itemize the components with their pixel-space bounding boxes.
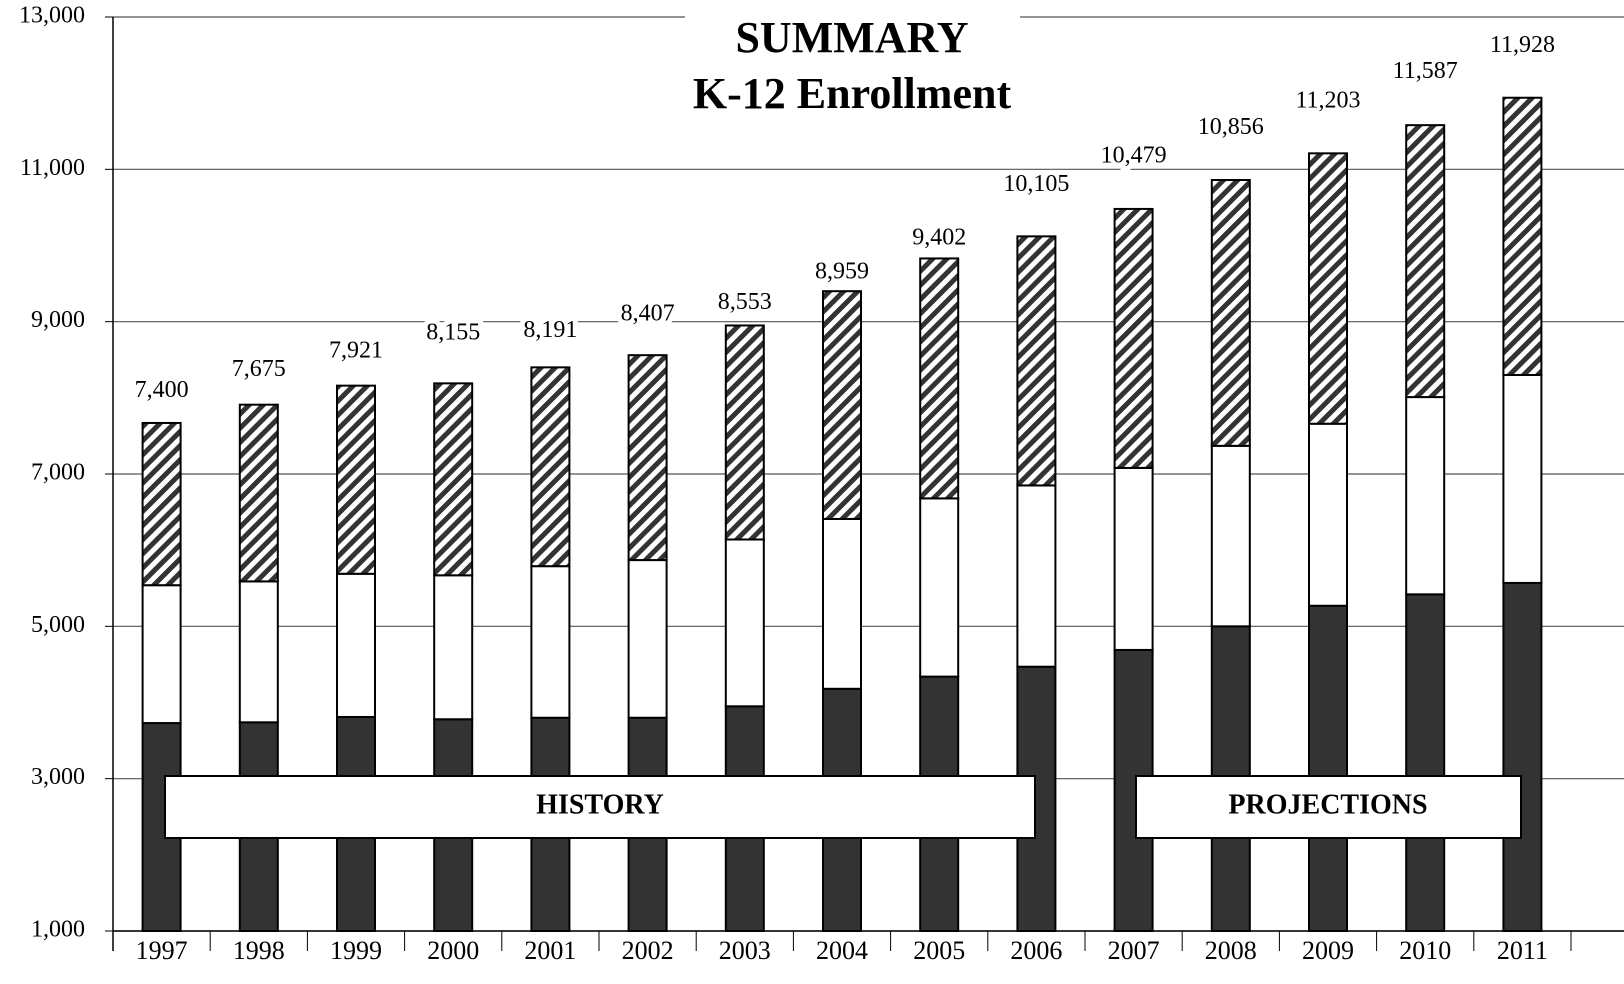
bar-segment	[336, 572, 376, 718]
bar-segment	[1308, 422, 1348, 607]
bar-segment	[1210, 178, 1251, 447]
x-tick-label: 2011	[1497, 936, 1548, 965]
x-tick-label: 2008	[1205, 936, 1257, 965]
bar-segment	[1113, 207, 1154, 469]
y-tick-label: 11,000	[20, 155, 85, 181]
bar-segment	[724, 538, 765, 708]
bar-segment	[141, 421, 182, 587]
y-tick-label: 7,000	[31, 460, 85, 486]
x-tick-label: 2010	[1399, 936, 1451, 965]
bar-segment	[1502, 581, 1543, 932]
y-tick-label: 1,000	[31, 917, 85, 943]
bar-segment	[238, 403, 279, 583]
bar-segment	[822, 290, 862, 520]
bar-segment	[1405, 593, 1446, 932]
bar-segment	[919, 257, 960, 500]
x-tick-label: 2002	[622, 936, 674, 965]
x-tick-label: 2001	[524, 936, 576, 965]
bar-segment	[1210, 444, 1251, 628]
bar-segment	[1502, 96, 1543, 376]
x-tick-label: 2005	[913, 936, 965, 965]
bar-segment	[919, 497, 960, 678]
total-label: 11,203	[1295, 87, 1360, 113]
y-tick-label: 3,000	[31, 764, 85, 790]
total-label: 8,191	[523, 317, 577, 343]
bar-segment	[336, 384, 376, 575]
bar-segment	[1405, 396, 1446, 596]
chart-subtitle: K-12 Enrollment	[693, 69, 1012, 118]
x-tick-label: 1998	[233, 936, 285, 965]
bar-segment	[1016, 484, 1057, 668]
projections-label: PROJECTIONS	[1228, 789, 1427, 820]
x-tick-label: 1997	[136, 936, 188, 965]
x-tick-label: 2004	[816, 936, 868, 965]
total-label: 8,407	[621, 300, 675, 326]
y-tick-label: 13,000	[19, 3, 85, 29]
y-tick-label: 9,000	[31, 307, 85, 333]
bar-segment	[822, 517, 862, 690]
history-box	[164, 775, 1036, 839]
x-tick-label: 2000	[427, 936, 479, 965]
total-label: 7,675	[232, 356, 286, 382]
bar-segment	[1405, 124, 1446, 399]
title-background	[685, 2, 1020, 122]
x-tick-label: 2009	[1302, 936, 1354, 965]
chart-title: SUMMARY	[735, 13, 968, 62]
total-label: 7,400	[135, 377, 189, 403]
bar-segment	[530, 565, 571, 719]
bar-segment	[724, 324, 765, 541]
total-label: 11,587	[1393, 58, 1458, 84]
bar-segment	[627, 559, 668, 719]
x-tick-label: 2003	[719, 936, 771, 965]
bar-segment	[433, 574, 474, 721]
projections-box	[1135, 775, 1522, 839]
bar-segment	[530, 366, 571, 568]
history-label: HISTORY	[536, 789, 664, 820]
total-label: 8,959	[815, 258, 869, 284]
total-label: 10,479	[1101, 143, 1167, 169]
bar-segment	[1113, 466, 1154, 651]
bar-segment	[1308, 152, 1348, 425]
y-tick-label: 5,000	[31, 612, 85, 638]
x-tick-label: 1999	[330, 936, 382, 965]
bar-segment	[238, 580, 279, 724]
total-label: 11,928	[1490, 32, 1555, 58]
bar-segment	[1308, 604, 1348, 932]
total-label: 8,155	[426, 320, 480, 346]
bar-segment	[627, 354, 668, 562]
total-label: 10,856	[1198, 114, 1264, 140]
x-tick-label: 2007	[1108, 936, 1160, 965]
x-tick-label: 2006	[1010, 936, 1062, 965]
total-label: 10,105	[1003, 171, 1069, 197]
bar-segment	[1502, 373, 1543, 584]
total-label: 8,553	[718, 289, 772, 315]
total-label: 7,921	[329, 337, 383, 363]
bar-segment	[433, 382, 474, 577]
bar-segment	[141, 584, 182, 725]
total-label: 9,402	[912, 225, 966, 251]
bar-segment	[1016, 235, 1057, 487]
